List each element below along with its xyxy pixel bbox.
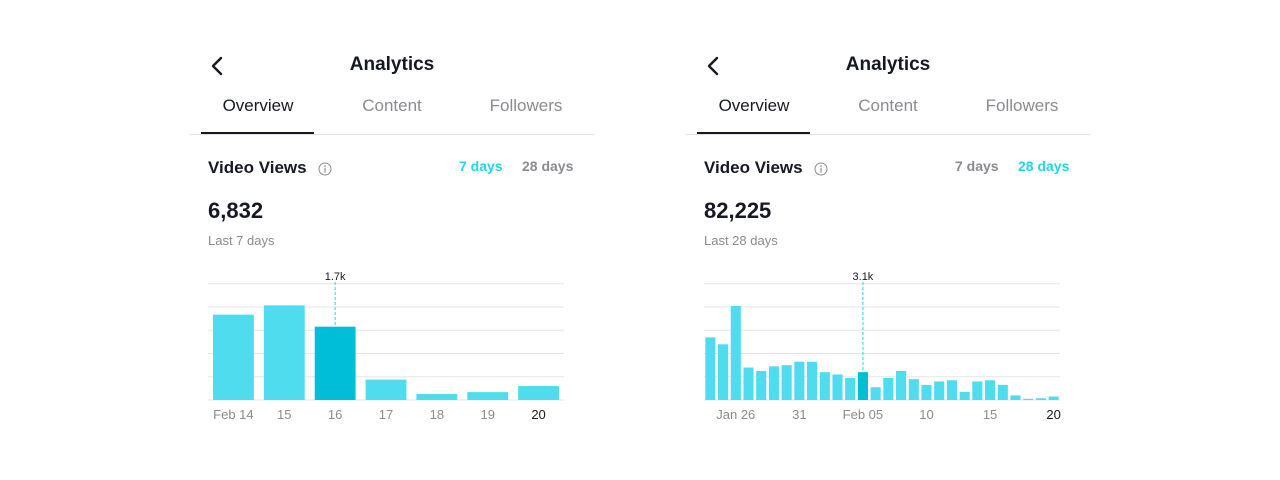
bar[interactable] <box>819 372 830 400</box>
period-subtitle: Last 7 days <box>208 233 275 248</box>
screen-title: Analytics <box>349 54 435 75</box>
tab-bar: Overview Content Followers <box>190 96 594 135</box>
back-chevron-icon[interactable] <box>208 54 228 78</box>
active-tab-indicator <box>201 132 314 134</box>
bar[interactable] <box>768 366 779 400</box>
views-bar-chart: 1.7k Feb 14 15 16 17 18 19 20 <box>208 271 564 422</box>
bar[interactable] <box>730 306 741 400</box>
bar[interactable] <box>365 379 407 400</box>
back-chevron-icon[interactable] <box>704 54 724 78</box>
bar-highlighted[interactable] <box>857 372 868 400</box>
x-tick-label: 20 <box>531 407 545 422</box>
bar[interactable] <box>832 374 843 400</box>
tab-overview[interactable]: Overview <box>718 96 790 115</box>
bar[interactable] <box>781 365 792 400</box>
bar[interactable] <box>416 393 458 400</box>
range-28-days[interactable]: 28 days <box>522 158 574 174</box>
x-tick-label: Feb 14 <box>213 407 253 422</box>
info-icon[interactable] <box>814 162 828 176</box>
bar[interactable] <box>959 391 970 400</box>
bar[interactable] <box>1023 398 1034 400</box>
analytics-screen-7-days: Analytics Overview Content Followers Vid… <box>190 0 594 480</box>
bar[interactable] <box>467 392 509 400</box>
screen-title: Analytics <box>845 54 931 75</box>
bar[interactable] <box>946 380 957 400</box>
x-tick-label: 19 <box>480 407 494 422</box>
bar-highlighted[interactable] <box>314 326 356 400</box>
x-tick-label: Jan 26 <box>716 407 755 422</box>
tab-bar: Overview Content Followers <box>686 96 1090 135</box>
bar[interactable] <box>985 380 996 400</box>
total-video-views: 82,225 <box>704 198 772 223</box>
bar[interactable] <box>1010 395 1021 400</box>
x-tick-label: 15 <box>277 407 291 422</box>
bar[interactable] <box>883 377 894 400</box>
x-tick-label: 17 <box>379 407 393 422</box>
tab-overview[interactable]: Overview <box>222 96 294 115</box>
bar[interactable] <box>518 386 559 400</box>
range-7-days[interactable]: 7 days <box>459 158 503 174</box>
x-tick-label: 16 <box>328 407 342 422</box>
active-tab-indicator <box>697 132 810 134</box>
range-28-days[interactable]: 28 days <box>1018 158 1070 174</box>
total-video-views: 6,832 <box>208 198 264 223</box>
highlight-value-label: 3.1k <box>853 271 874 283</box>
bar[interactable] <box>705 337 716 400</box>
x-tick-label: 18 <box>430 407 444 422</box>
highlight-value-label: 1.7k <box>325 271 346 283</box>
tab-content[interactable]: Content <box>858 96 918 115</box>
bar[interactable] <box>807 361 818 400</box>
views-bar-chart: 3.1k Jan 26 31 Feb 05 10 15 20 <box>704 271 1061 422</box>
bar[interactable] <box>845 377 856 400</box>
info-icon[interactable] <box>318 162 332 176</box>
bar[interactable] <box>794 361 805 400</box>
bar[interactable] <box>1035 398 1046 400</box>
bar[interactable] <box>718 344 729 400</box>
metric-title: Video Views <box>208 158 307 177</box>
metric-title: Video Views <box>704 158 803 177</box>
range-7-days[interactable]: 7 days <box>955 158 999 174</box>
bar[interactable] <box>1048 396 1059 400</box>
bar[interactable] <box>908 379 919 400</box>
bar[interactable] <box>213 314 254 400</box>
x-tick-label: 31 <box>792 407 806 422</box>
x-tick-label: 15 <box>983 407 997 422</box>
bar[interactable] <box>870 387 881 400</box>
bar[interactable] <box>263 305 305 400</box>
x-tick-label: Feb 05 <box>843 407 883 422</box>
tab-followers[interactable]: Followers <box>985 96 1059 115</box>
bar[interactable] <box>921 384 932 400</box>
bar[interactable] <box>743 367 754 400</box>
bar[interactable] <box>997 384 1008 400</box>
bar[interactable] <box>972 381 983 400</box>
x-tick-label: 10 <box>919 407 933 422</box>
x-tick-label: 20 <box>1046 407 1060 422</box>
tab-followers[interactable]: Followers <box>489 96 563 115</box>
bar[interactable] <box>756 371 767 400</box>
analytics-screen-28-days: Analytics Overview Content Followers Vid… <box>686 0 1090 480</box>
period-subtitle: Last 28 days <box>704 233 778 248</box>
bar[interactable] <box>934 381 945 400</box>
tab-content[interactable]: Content <box>362 96 422 115</box>
bar[interactable] <box>896 371 907 400</box>
